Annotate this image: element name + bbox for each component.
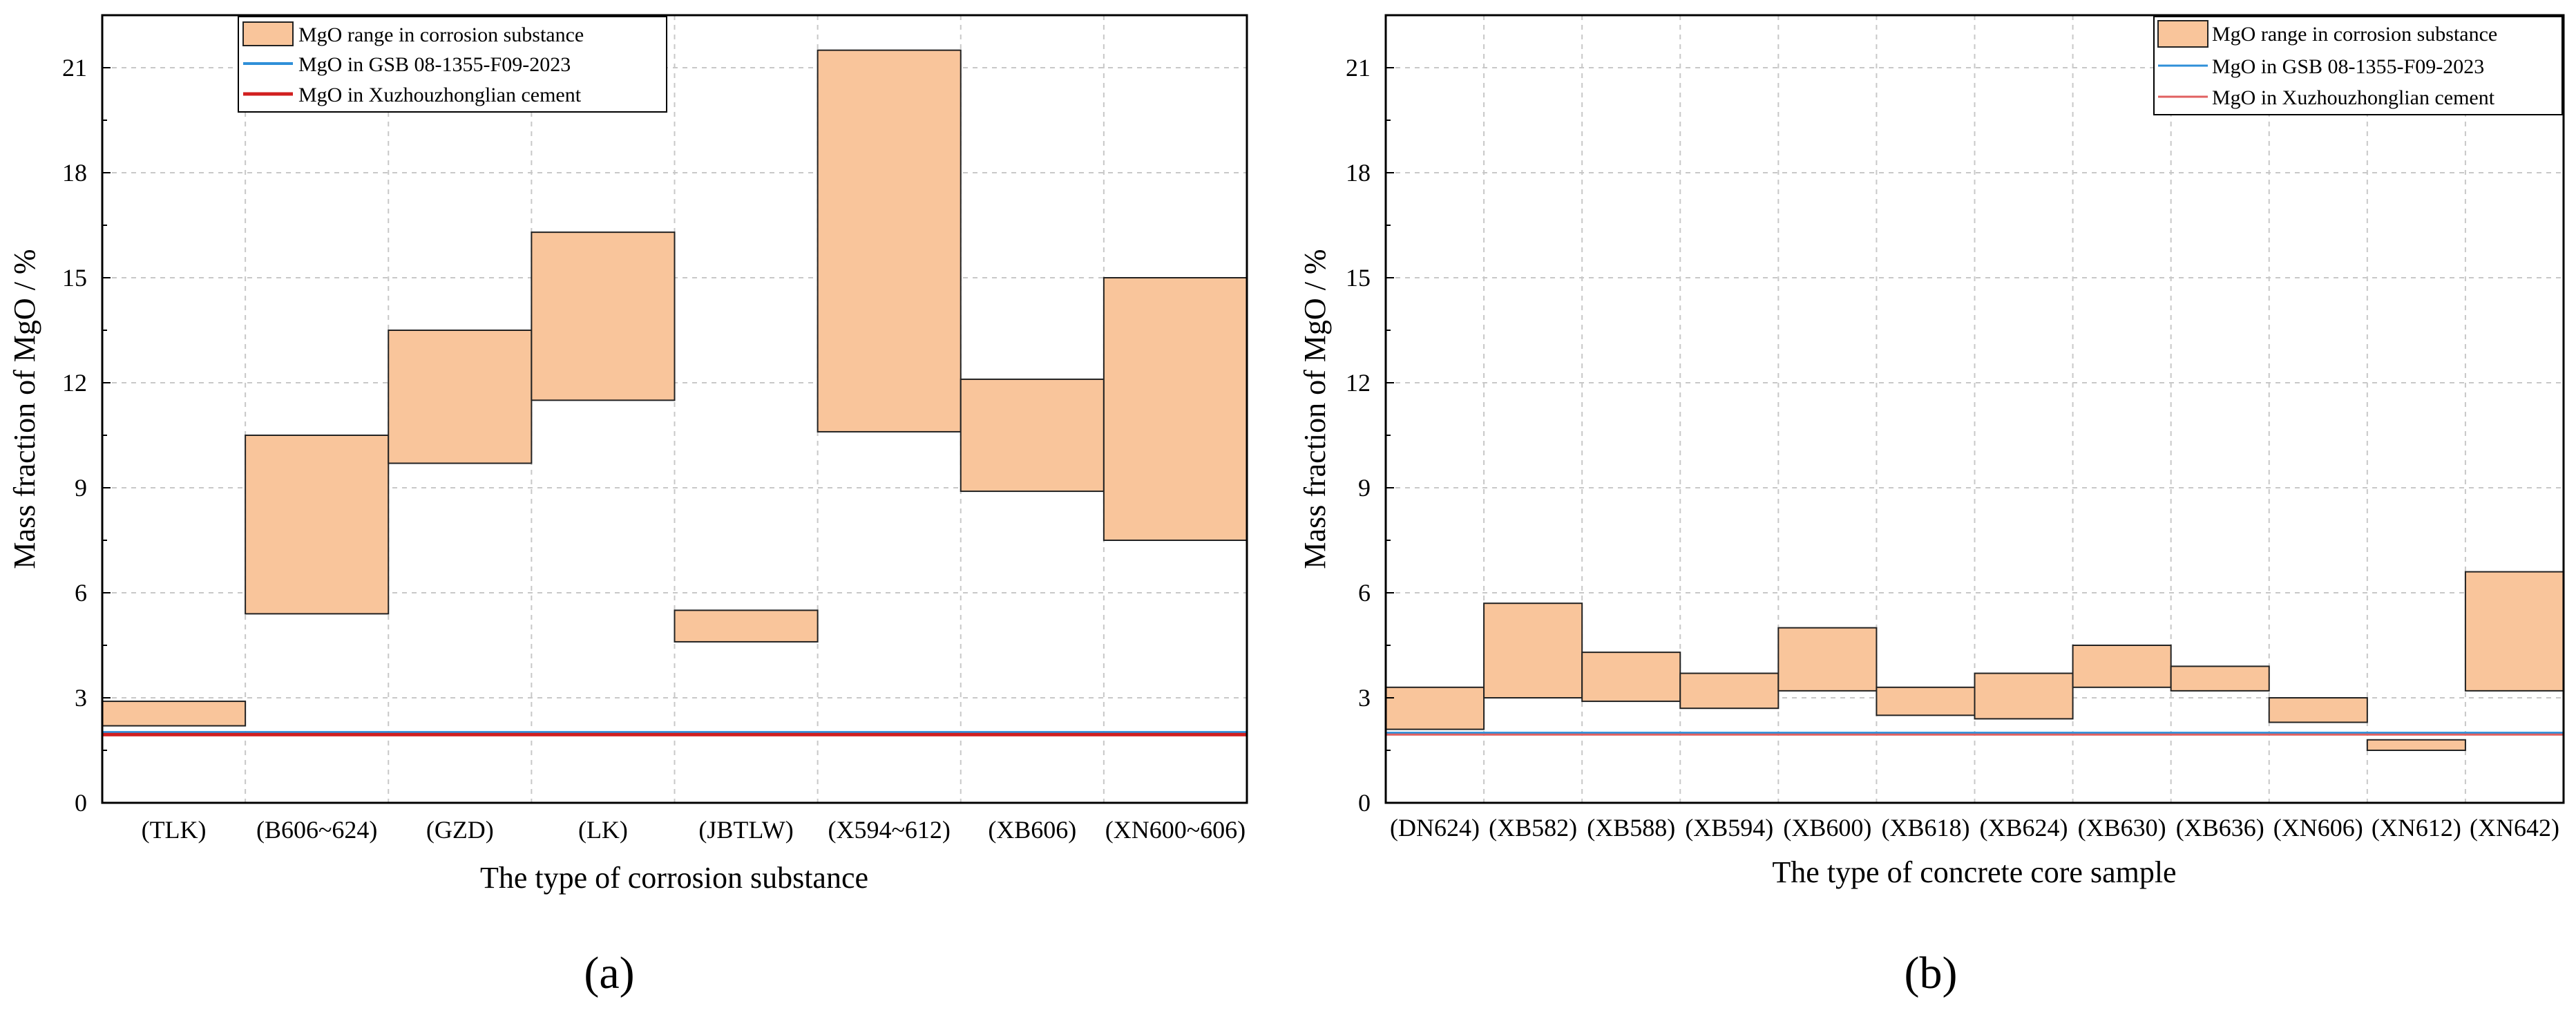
panel-b-x-ticks: (DN624) (XB582) (XB588) (XB594) (XB600) (XB61…	[1390, 814, 2559, 842]
panel-b-range-bar-10	[2366, 739, 2466, 752]
panel-b-y-axis-title: Mass fraction of MgO / %	[1298, 249, 1332, 569]
panel-a-x-tick-label-6: (XB606)	[988, 816, 1076, 844]
panel-b-y-tick-label: 18	[1346, 159, 1371, 187]
panel-a-range-bar-2	[388, 330, 533, 464]
panel-b-y-tick-label: 12	[1346, 369, 1371, 397]
panel-a-plot-frame	[101, 14, 1248, 804]
panel-b-legend-range-label: MgO range in corrosion substance	[2212, 23, 2497, 46]
panel-b-range-bar-2	[1581, 652, 1681, 703]
panel-a-y-tick-label: 6	[75, 579, 87, 607]
panel-b-label: (b)	[1905, 948, 1958, 998]
panel-b-grid	[1386, 15, 2564, 803]
panel-b-x-axis-title: The type of concrete core sample	[1772, 855, 2176, 889]
panel-a-range-bar-7	[1103, 277, 1248, 541]
panel-b-y-tick-label: 3	[1358, 684, 1371, 712]
panel-b-y-tick-label: 0	[1358, 789, 1371, 817]
panel-a-range-bar-3	[531, 231, 676, 401]
panel-b-legend: MgO range in corrosion substance MgO in …	[2153, 16, 2563, 115]
panel-a-range-bar-1	[245, 435, 390, 615]
panel-b-x-tick-label-9: (XN606)	[2273, 814, 2363, 842]
panel-b-y-ticks: 0 3 6 9 12 15 18 21	[1346, 54, 1394, 817]
panel-a-legend-gsb-label: MgO in GSB 08-1355-F09-2023	[298, 53, 571, 76]
panel-a-range-bar-6	[960, 378, 1105, 493]
panel-b-y-tick-label: 15	[1346, 264, 1371, 292]
panel-a-y-axis-title: Mass fraction of MgO / %	[8, 249, 41, 569]
panel-b-y-tick-label: 6	[1358, 579, 1371, 607]
panel-a-x-tick-label-5: (X594~612)	[828, 816, 950, 844]
panel-a-range-bar-0	[102, 701, 247, 727]
panel-b-reference-lines	[1386, 732, 2564, 736]
panel-a-label: (a)	[584, 948, 634, 998]
panel-a-y-tick-label: 0	[75, 789, 87, 817]
panel-a-legend: MgO range in corrosion substance MgO in …	[238, 16, 667, 113]
panel-a-x-tick-label-4: (JBTLW)	[698, 816, 793, 844]
panel-a-x-tick-label-3: (LK)	[578, 816, 628, 844]
panel-b-legend-gsb-label: MgO in GSB 08-1355-F09-2023	[2212, 55, 2484, 78]
panel-a-x-axis-title: The type of corrosion substance	[480, 861, 868, 895]
panel-a-legend-range-label: MgO range in corrosion substance	[298, 23, 584, 46]
panel-a-reference-lines	[102, 731, 1247, 736]
panel-b-range-bar-1	[1483, 602, 1583, 699]
panel-b: 0 3 6 9 12 15 18 21 (DN624) (XB582) (XB588) (XB594…	[1298, 14, 2565, 998]
panel-a-y-ticks: 0 3 6 9 12 15 18 21	[62, 54, 111, 817]
panel-b-plot-frame	[1384, 14, 2565, 804]
panel-b-range-bar-5	[1876, 686, 1976, 716]
panel-a-y-tick-label: 15	[62, 264, 87, 292]
panel-a-range-bar-5	[817, 49, 962, 433]
panel-a-x-tick-label-0: (TLK)	[142, 816, 207, 844]
panel-a-legend-range-swatch	[242, 21, 294, 46]
panel-b-range-bar-3	[1679, 672, 1780, 710]
panel-b-x-tick-label-0: (DN624)	[1390, 814, 1480, 842]
panel-b-x-tick-label-3: (XB594)	[1685, 814, 1773, 842]
panel-b-range-bar-4	[1777, 627, 1878, 692]
panel-b-x-tick-label-7: (XB630)	[2078, 814, 2166, 842]
panel-a-y-tick-label: 3	[75, 684, 87, 712]
panel-b-y-tick-label: 9	[1358, 474, 1371, 502]
panel-b-x-tick-label-6: (XB624)	[1980, 814, 2068, 842]
panel-b-x-tick-label-2: (XB588)	[1587, 814, 1675, 842]
panel-a-legend-box	[238, 16, 667, 113]
panel-a-x-tick-label-2: (GZD)	[426, 816, 494, 844]
panel-a-x-tick-label-7: (XN600~606)	[1105, 816, 1246, 844]
panel-b-range-bar-9	[2268, 697, 2368, 723]
panel-b-range-bar-11	[2464, 571, 2565, 692]
panel-b-range-bar-6	[1974, 672, 2074, 720]
panel-a-y-tick-label: 12	[62, 369, 87, 397]
panel-b-range-bars	[1385, 571, 2565, 752]
panel-a-range-bar-4	[674, 609, 819, 643]
panel-b-legend-box	[2153, 16, 2563, 115]
panel-b-range-bar-7	[2072, 645, 2172, 688]
panel-a-y-tick-label: 9	[75, 474, 87, 502]
panel-b-legend-cement-label: MgO in Xuzhouzhonglian cement	[2212, 86, 2495, 109]
panel-b-x-tick-label-1: (XB582)	[1489, 814, 1577, 842]
panel-a-y-tick-label: 18	[62, 159, 87, 187]
panel-a-range-bars	[102, 49, 1248, 727]
panel-b-legend-range-swatch	[2157, 20, 2208, 48]
panel-b-range-bar-0	[1385, 686, 1485, 730]
panel-b-x-tick-label-4: (XB600)	[1783, 814, 1871, 842]
panel-a-y-tick-label: 21	[62, 54, 87, 82]
panel-b-y-tick-label: 21	[1346, 54, 1371, 82]
panel-a-x-tick-label-1: (B606~624)	[256, 816, 377, 844]
panel-a-x-ticks: (TLK) (B606~624) (GZD) (LK) (JBTLW) (X594~612…	[142, 816, 1246, 844]
panel-b-x-tick-label-5: (XB618)	[1881, 814, 1969, 842]
panel-a-legend-cement-label: MgO in Xuzhouzhonglian cement	[298, 84, 582, 106]
panel-b-x-tick-label-10: (XN612)	[2372, 814, 2461, 842]
panel-b-range-bar-8	[2170, 665, 2270, 692]
panel-b-x-tick-label-8: (XB636)	[2176, 814, 2264, 842]
panel-a: 0 3 6 9 12 15 18 21 (TLK) (B606~624) (GZD) (LK) (JB…	[8, 14, 1248, 998]
panel-b-x-tick-label-11: (XN642)	[2470, 814, 2559, 842]
